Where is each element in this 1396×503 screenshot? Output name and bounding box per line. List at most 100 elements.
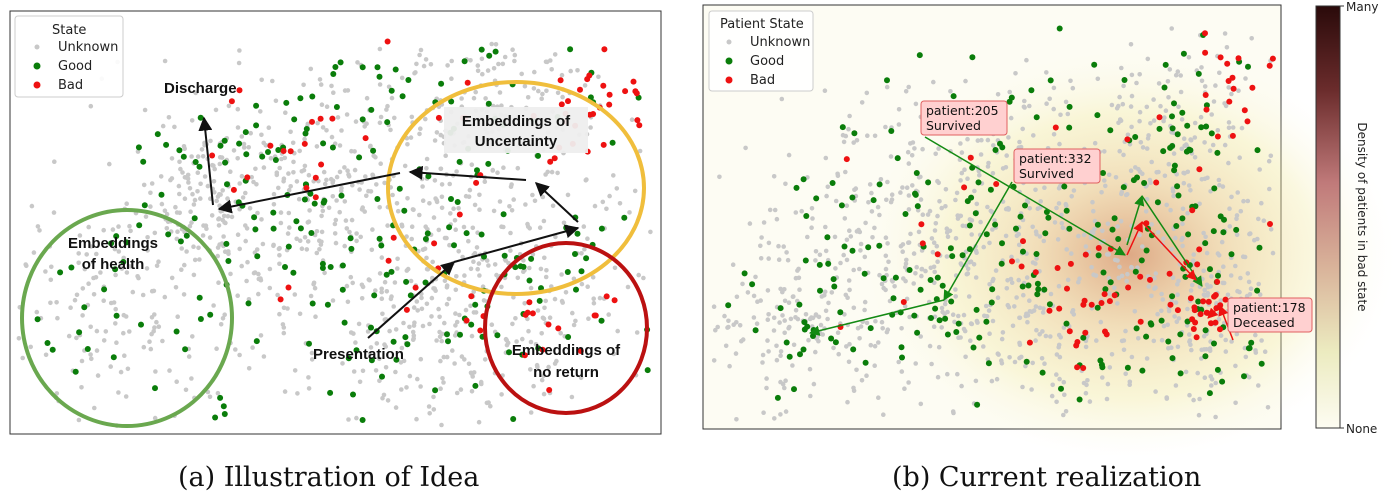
good-point — [1107, 127, 1114, 134]
unknown-point — [1136, 336, 1141, 341]
unknown-point — [1056, 344, 1061, 350]
good-point — [1158, 317, 1165, 324]
good-point — [1035, 286, 1042, 293]
unknown-point — [353, 119, 359, 124]
good-point — [405, 77, 412, 83]
unknown-point — [1267, 186, 1272, 192]
unknown-point — [920, 212, 926, 217]
good-point — [182, 346, 189, 353]
unknown-point — [1034, 256, 1039, 261]
unknown-point — [1178, 73, 1183, 78]
unknown-point — [424, 255, 429, 261]
unknown-point — [1119, 338, 1125, 344]
unknown-point — [983, 303, 989, 309]
bad-point — [967, 154, 974, 161]
unknown-point — [419, 306, 425, 312]
unknown-point — [468, 58, 473, 63]
unknown-point — [76, 251, 81, 256]
bad-point — [526, 299, 533, 306]
unknown-point — [876, 395, 881, 401]
unknown-point — [550, 203, 556, 209]
unknown-point — [1107, 365, 1113, 370]
unknown-point — [366, 188, 371, 194]
unknown-point — [390, 192, 395, 198]
good-point — [1173, 223, 1180, 229]
unknown-point — [876, 340, 881, 345]
unknown-point — [813, 249, 819, 254]
unknown-point — [454, 390, 460, 396]
trajectory-arrow — [924, 136, 1126, 256]
good-point — [197, 114, 204, 121]
unknown-point — [563, 290, 569, 295]
good-point — [235, 199, 242, 206]
good-point — [1180, 50, 1187, 57]
unknown-point — [579, 251, 584, 256]
trajectory-arrow — [1207, 305, 1221, 319]
unknown-point — [387, 328, 392, 334]
unknown-point — [539, 96, 544, 101]
unknown-point — [555, 90, 561, 96]
unknown-point — [1176, 104, 1181, 110]
unknown-point — [872, 343, 878, 349]
unknown-point — [888, 199, 894, 205]
caption-a: (a) Illustration of Idea — [178, 462, 480, 493]
unknown-point — [1201, 230, 1206, 236]
unknown-point — [20, 355, 26, 361]
bad-point — [477, 327, 484, 334]
bad-point — [1189, 316, 1196, 323]
good-point — [378, 242, 385, 249]
unknown-point — [783, 378, 788, 384]
good-point — [339, 286, 346, 293]
unknown-point — [1242, 345, 1248, 351]
unknown-point — [1266, 158, 1272, 164]
unknown-point — [1165, 322, 1170, 328]
unknown-point — [528, 285, 534, 291]
unknown-point — [469, 162, 475, 167]
unknown-point — [125, 366, 131, 372]
bad-point — [1225, 78, 1232, 84]
unknown-point — [1006, 304, 1012, 310]
unknown-point — [1083, 344, 1089, 350]
unknown-point — [419, 176, 425, 182]
unknown-point — [509, 208, 515, 213]
good-point — [1241, 373, 1247, 380]
unknown-point — [471, 259, 476, 265]
good-point — [1160, 148, 1167, 155]
unknown-point — [543, 59, 549, 65]
unknown-point — [803, 312, 809, 317]
bad-point — [1067, 260, 1074, 267]
unknown-point — [438, 386, 443, 392]
unknown-point — [722, 313, 727, 319]
bad-point — [918, 221, 925, 228]
unknown-point — [469, 333, 475, 339]
unknown-point — [204, 226, 209, 231]
unknown-point — [470, 374, 476, 379]
unknown-point — [1234, 331, 1240, 337]
good-point — [402, 334, 409, 341]
unknown-point — [1015, 258, 1020, 264]
unknown-point — [886, 259, 891, 265]
good-point — [567, 46, 574, 53]
unknown-point — [116, 224, 121, 229]
unknown-point — [286, 187, 292, 193]
unknown-point — [541, 218, 547, 224]
unknown-point — [144, 266, 150, 271]
good-point — [741, 270, 748, 277]
unknown-point — [314, 250, 320, 256]
unknown-point — [614, 186, 620, 191]
unknown-point — [152, 230, 158, 236]
bad-point — [1267, 221, 1273, 227]
unknown-point — [1057, 183, 1063, 189]
unknown-point — [383, 344, 389, 349]
good-point — [252, 226, 259, 233]
unknown-point — [436, 227, 442, 233]
unknown-point — [1105, 221, 1111, 227]
trajectory-arrow — [1218, 305, 1234, 341]
good-point — [1039, 369, 1046, 376]
unknown-point — [1020, 126, 1025, 132]
unknown-point — [393, 369, 398, 375]
unknown-point — [1092, 140, 1098, 146]
good-point — [221, 137, 228, 144]
unknown-point — [854, 229, 860, 234]
good-point — [472, 382, 479, 389]
